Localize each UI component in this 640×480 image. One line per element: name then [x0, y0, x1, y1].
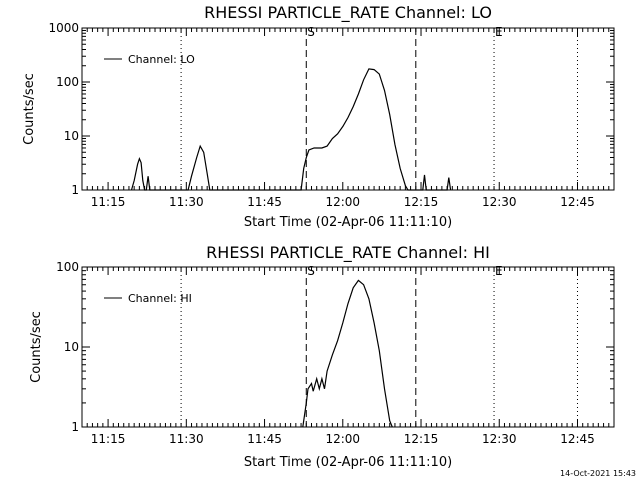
legend: Channel: HI [104, 292, 192, 305]
hi-channel-panel: RHESSI PARTICLE_RATE Channel: HI Counts/… [29, 243, 615, 470]
x-tick-label: 12:45 [560, 432, 595, 446]
x-tick-label: 12:15 [404, 432, 439, 446]
marker-label: E [495, 25, 503, 39]
legend-label: Channel: LO [128, 53, 195, 66]
series-line [302, 279, 393, 428]
y-axis-label: Counts/sec [22, 73, 37, 145]
y-tick-label: 1 [71, 420, 79, 434]
x-tick-label: 12:30 [482, 195, 517, 209]
marker-label: S [307, 264, 315, 278]
y-tick-label: 10 [64, 340, 79, 354]
chart-title: RHESSI PARTICLE_RATE Channel: HI [206, 243, 490, 263]
y-tick-label: 100 [56, 75, 79, 89]
lo-channel-panel: RHESSI PARTICLE_RATE Channel: LO Counts/… [22, 3, 615, 230]
x-tick-label: 11:45 [247, 195, 282, 209]
legend: Channel: LO [104, 53, 195, 66]
footer-timestamp: 14-Oct-2021 15:43 [560, 469, 636, 478]
x-tick-label: 11:15 [91, 432, 126, 446]
x-tick-label: 11:45 [247, 432, 282, 446]
y-tick-label: 1000 [48, 21, 79, 35]
x-tick-label: 11:30 [169, 432, 204, 446]
x-tick-label: 11:15 [91, 195, 126, 209]
x-tick-label: 12:00 [325, 195, 360, 209]
y-tick-label: 10 [64, 129, 79, 143]
marker-label: E [495, 264, 503, 278]
y-tick-label: 1 [71, 183, 79, 197]
x-tick-label: 12:45 [560, 195, 595, 209]
marker-label: S [307, 25, 315, 39]
x-tick-label: 12:00 [325, 432, 360, 446]
chart-title: RHESSI PARTICLE_RATE Channel: LO [204, 3, 492, 23]
x-axis-label: Start Time (02-Apr-06 11:11:10) [244, 455, 452, 470]
series-line [130, 68, 452, 191]
x-tick-label: 11:30 [169, 195, 204, 209]
x-axis-label: Start Time (02-Apr-06 11:11:10) [244, 215, 452, 230]
legend-label: Channel: HI [128, 292, 192, 305]
y-axis-label: Counts/sec [29, 311, 44, 383]
y-tick-label: 100 [56, 260, 79, 274]
x-tick-label: 12:15 [404, 195, 439, 209]
x-tick-label: 12:30 [482, 432, 517, 446]
plot-frame [81, 266, 615, 428]
